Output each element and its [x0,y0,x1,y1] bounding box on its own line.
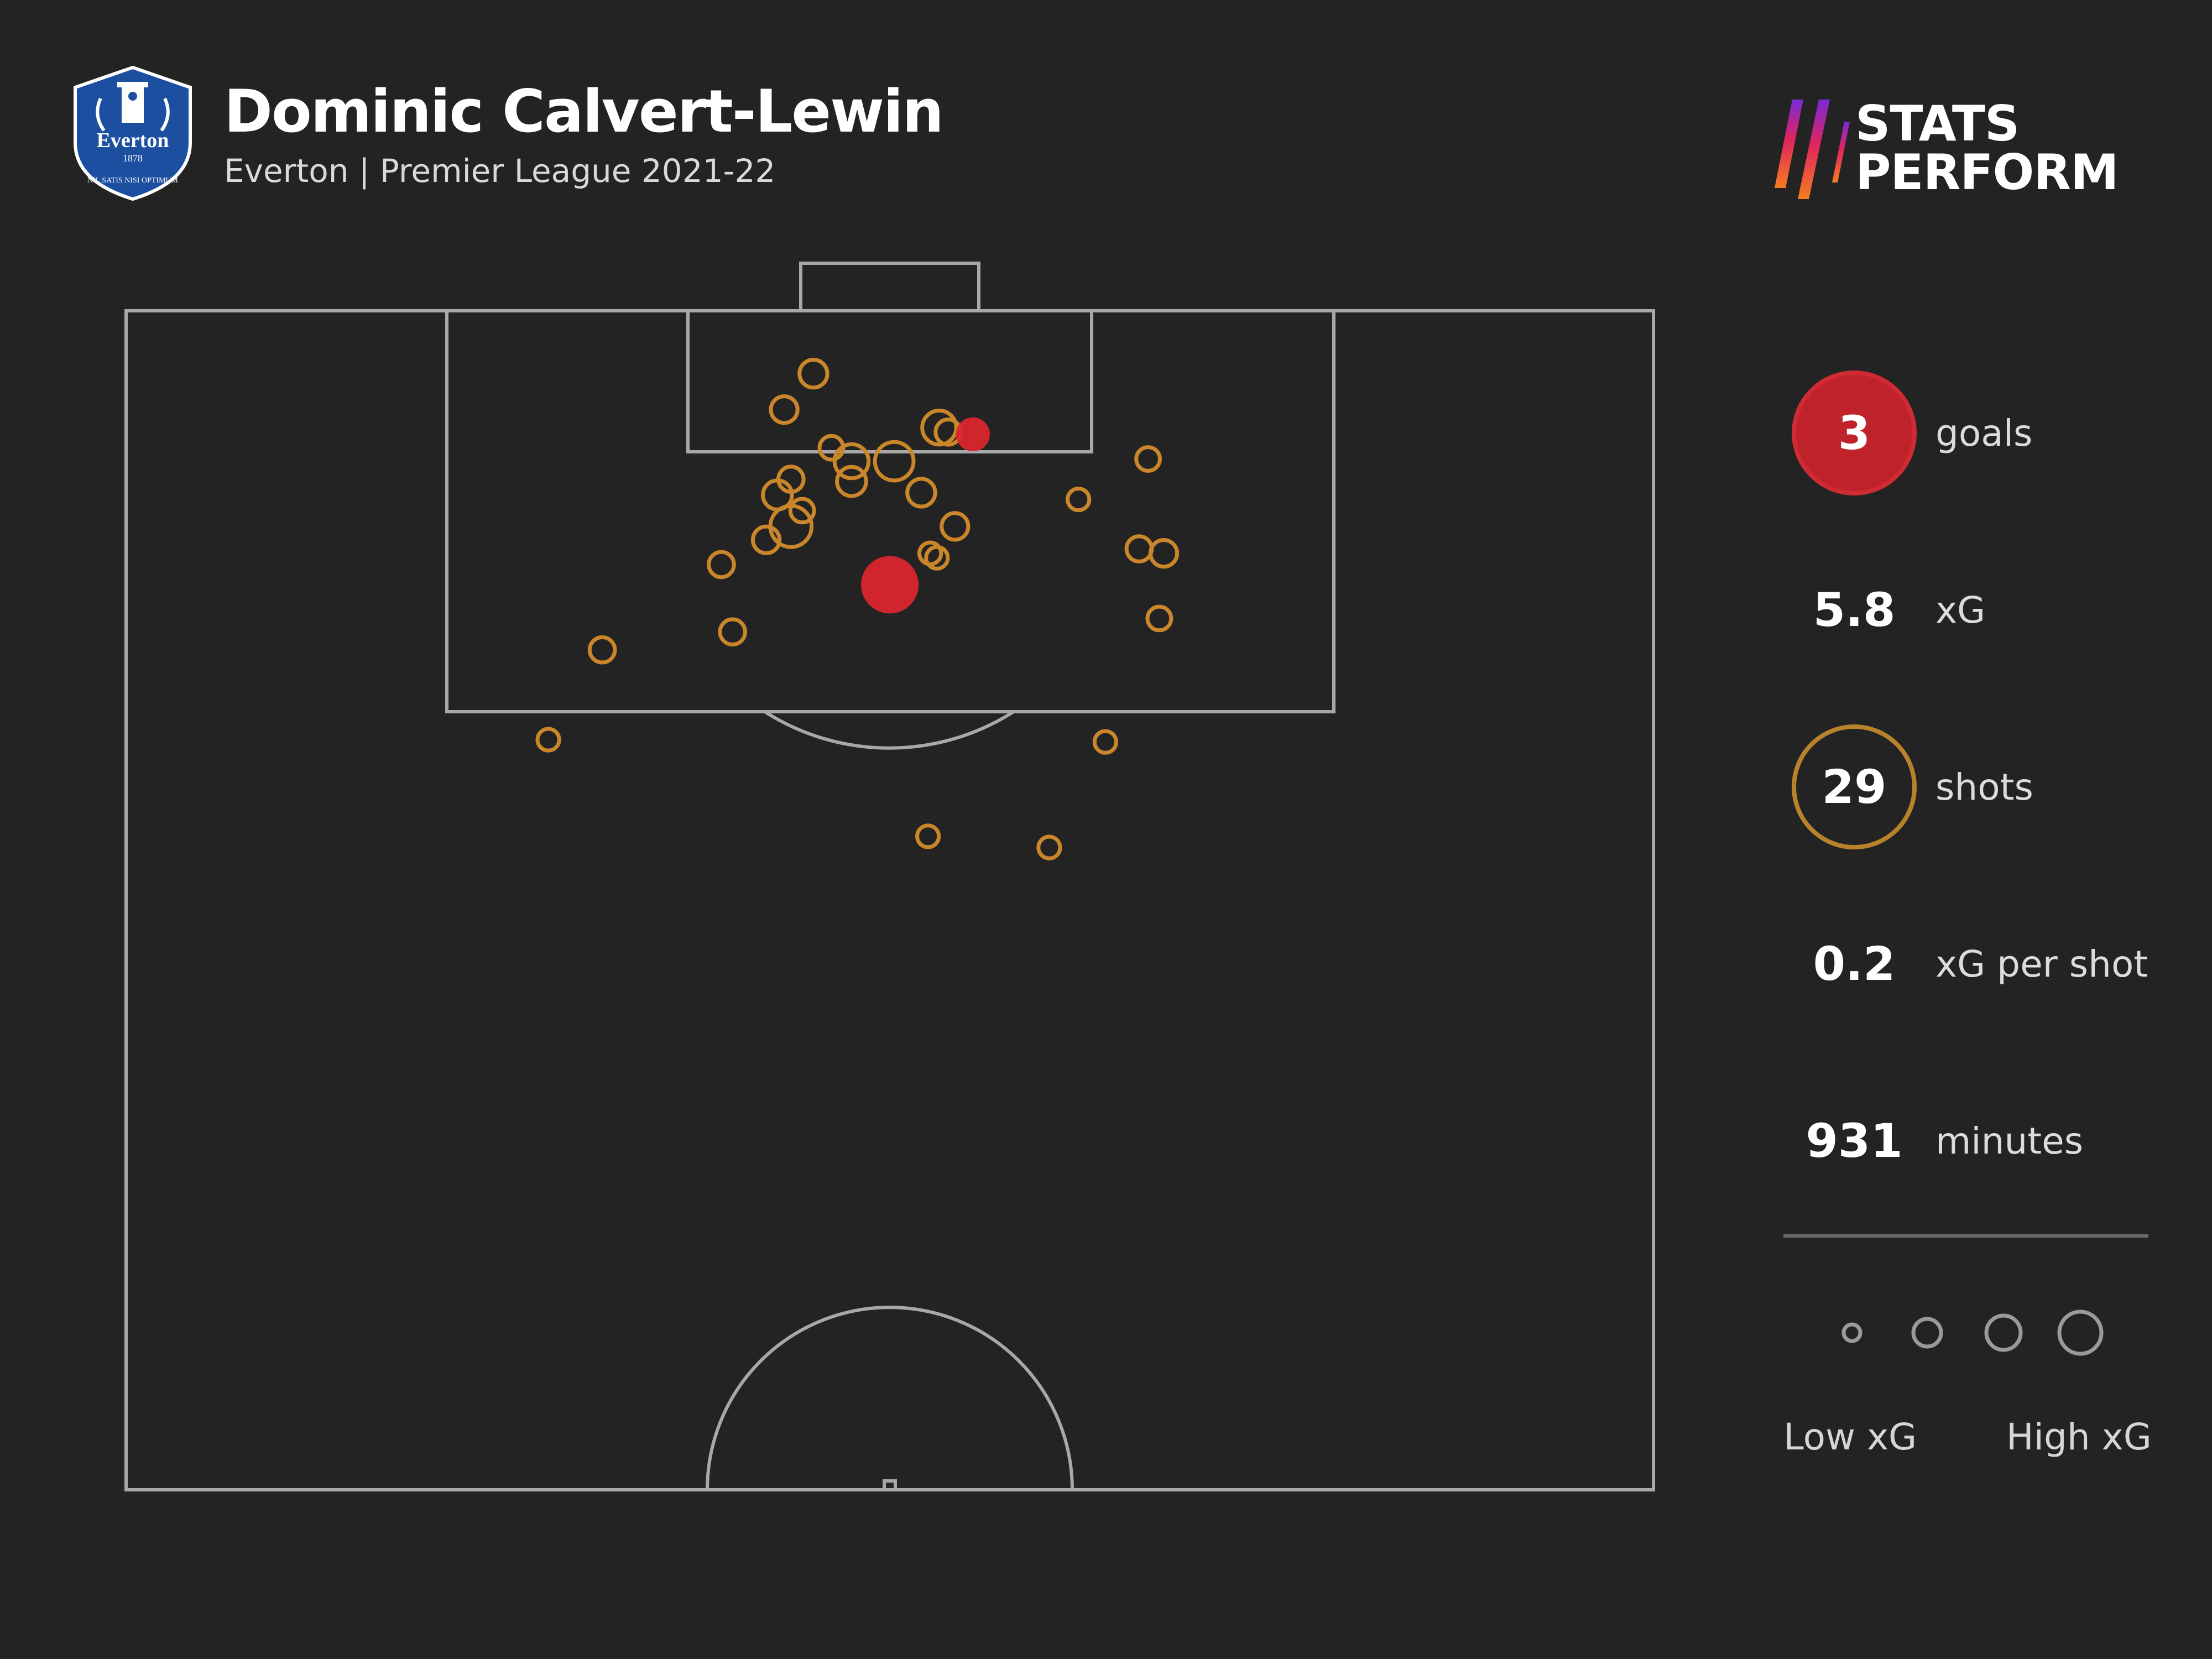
goal-marker [956,417,990,452]
xg-value: 5.8 [1813,583,1896,637]
centre-circle [706,1306,1074,1490]
shot-marker [751,524,782,555]
penalty-arc [764,710,1015,750]
stats-perform-logo: STATS PERFORM [1767,100,2132,199]
legend-low-xg-label: Low xG [1783,1416,1917,1458]
shot-marker [924,545,950,571]
shot-marker [905,477,937,509]
page-subtitle: Everton | Premier League 2021-22 [224,152,776,190]
shot-marker [707,550,736,580]
shot-marker [920,409,958,447]
goal-marker [861,556,919,614]
stat-xg: 5.8 xG [1770,547,2212,680]
penalty-area [445,309,1335,713]
stat-xg-per-shot: 0.2 xG per shot [1770,901,2212,1034]
brand-line-2: PERFORM [1855,144,2119,201]
legend-divider [1783,1234,2148,1238]
shots-value: 29 [1792,724,1917,849]
header: Everton 1878 NIL SATIS NISI OPTIMUM Domi… [0,0,2212,221]
crest-motto-text: NIL SATIS NISI OPTIMUM [87,176,179,185]
shot-marker [718,617,747,646]
legend-high-xg-label: High xG [2006,1416,2152,1458]
stats-perform-mark-icon [1775,100,1850,199]
legend-circle-s [1911,1317,1943,1349]
centre-spot [883,1479,897,1491]
stat-goals: 3 goals [1770,371,2212,503]
shot-marker [1124,534,1154,564]
stat-shots: 29 shots [1770,724,2212,857]
shots-layer [535,358,1180,860]
shot-marker [1066,487,1092,513]
shot-marker [873,440,916,483]
page-title: Dominic Calvert-Lewin [224,77,944,145]
goal [799,262,980,312]
shot-marker [1145,604,1173,633]
crest-name-text: Everton [97,129,169,152]
legend-circle-xs [1841,1322,1863,1343]
pitch-boundary [124,309,1655,1491]
shot-marker [817,434,846,462]
shot-marker [788,497,816,525]
minutes-value: 931 [1806,1114,1903,1168]
shot-marker [535,727,561,753]
shot-marker [1092,729,1119,755]
stats-perform-wordmark: STATS PERFORM [1855,100,2119,197]
six-yard-box [686,309,1093,453]
xg-per-shot-value: 0.2 [1813,937,1896,991]
brand-line-1: STATS [1855,95,2020,152]
shot-marker [1036,834,1062,860]
stats-panel: 3 goals 5.8 xG 29 shots 0.2 xG per shot … [1770,354,2212,1515]
crest-year-text: 1878 [123,153,143,164]
shot-marker [797,358,830,390]
shot-marker [769,394,800,425]
shot-marker [915,823,941,849]
shot-marker [1148,538,1180,569]
legend-circle-m [1984,1313,2023,1352]
xg-per-shot-label: xG per shot [1936,942,2148,985]
shot-map-pitch [124,262,1655,1491]
shots-label: shots [1936,765,2033,808]
everton-crest-logo: Everton 1878 NIL SATIS NISI OPTIMUM [74,65,192,201]
xg-label: xG [1936,588,1986,632]
shot-marker [940,511,971,542]
shot-marker [832,442,871,481]
stat-minutes: 931 minutes [1770,1078,2212,1211]
shot-marker [587,635,617,665]
goals-label: goals [1936,411,2033,455]
shot-marker [1134,445,1162,473]
pitch-markings [124,262,1655,1491]
minutes-label: minutes [1936,1119,2084,1162]
xg-size-legend [1841,1310,2104,1356]
shot-marker [835,465,868,498]
legend-circle-l [2057,1310,2104,1356]
goals-value: 3 [1792,371,1917,495]
